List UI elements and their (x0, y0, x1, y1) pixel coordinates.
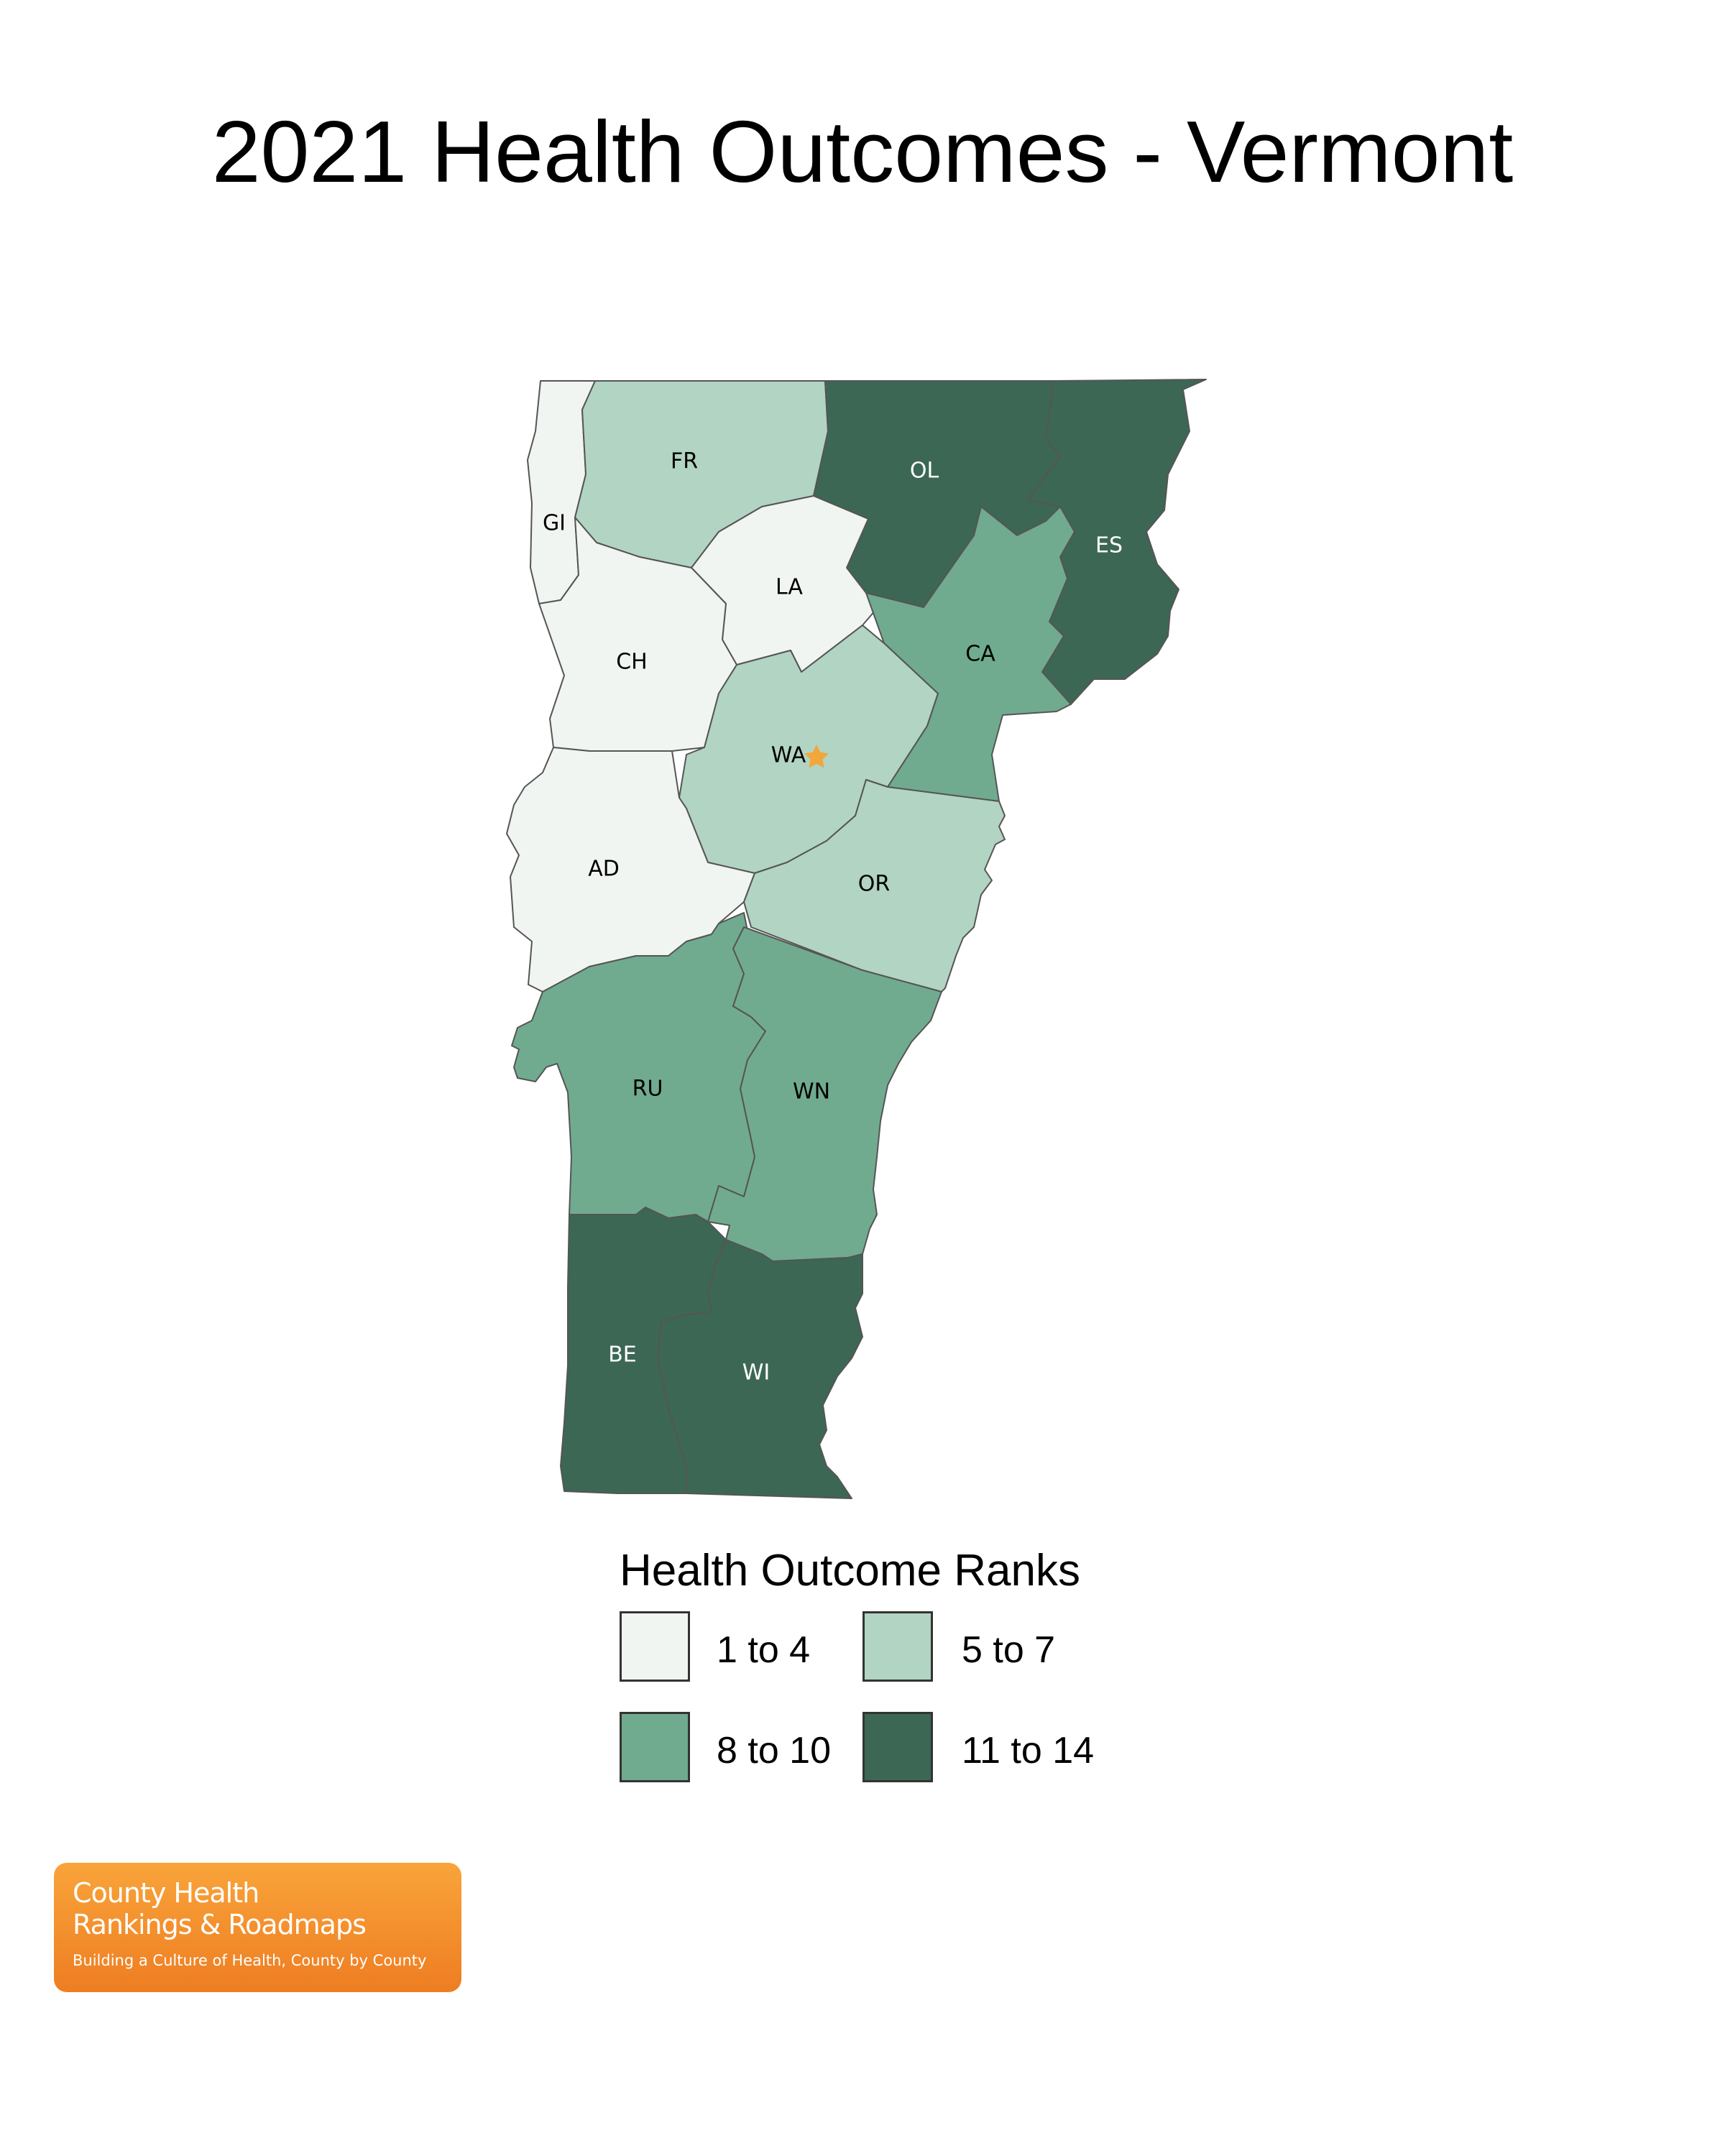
county-label-BE: BE (608, 1342, 637, 1368)
logo-line-2: Rankings & Roadmaps (73, 1909, 367, 1940)
capital-star-icon (804, 745, 829, 768)
county-label-ES: ES (1095, 533, 1123, 558)
chrr-logo: County Health Rankings & Roadmaps Buildi… (54, 1863, 461, 1992)
county-label-CH: CH (616, 650, 648, 675)
legend-swatch-2 (862, 1611, 933, 1682)
logo-tagline: Building a Culture of Health, County by … (73, 1952, 427, 1969)
county-label-OL: OL (910, 459, 939, 484)
legend-swatch-4 (862, 1712, 933, 1782)
county-shapes (506, 379, 1207, 1499)
legend-swatch-1 (620, 1611, 690, 1682)
county-WI[interactable] (657, 1239, 863, 1499)
county-label-LA: LA (776, 575, 803, 600)
county-label-OR: OR (858, 872, 890, 897)
logo-line-1: County Health (73, 1877, 259, 1909)
legend-label-2: 5 to 7 (962, 1629, 1056, 1671)
county-labels: GI FR OL ES LA CH CA WA AD OR RU WN BE W… (543, 449, 1123, 1386)
county-label-RU: RU (632, 1077, 663, 1102)
county-label-GI: GI (543, 511, 566, 536)
legend-label-1: 1 to 4 (717, 1629, 811, 1671)
page-title: 2021 Health Outcomes - Vermont (211, 103, 1514, 201)
county-label-CA: CA (965, 642, 995, 667)
legend-label-3: 8 to 10 (717, 1730, 832, 1772)
legend-label-4: 11 to 14 (962, 1730, 1095, 1772)
county-label-FR: FR (671, 449, 698, 474)
county-label-WA: WA (771, 743, 806, 768)
legend-swatch-3 (620, 1712, 690, 1782)
county-label-WI: WI (742, 1360, 770, 1386)
county-label-WN: WN (793, 1079, 830, 1105)
county-label-AD: AD (588, 857, 620, 882)
legend-title: Health Outcome Ranks (620, 1546, 1080, 1595)
